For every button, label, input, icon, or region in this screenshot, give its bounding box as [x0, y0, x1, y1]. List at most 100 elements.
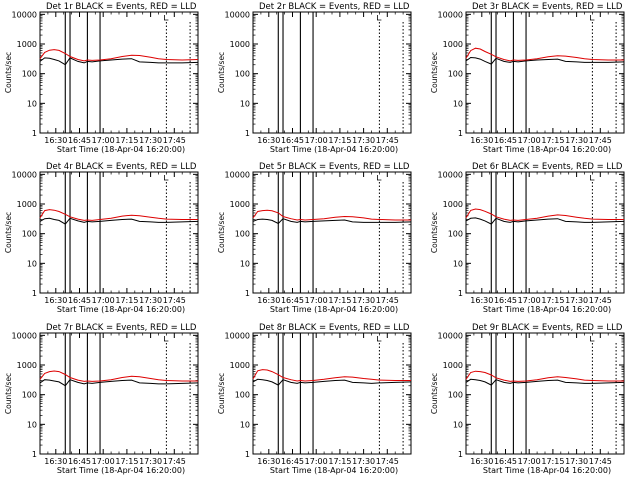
- panel-frame: [465, 171, 625, 294]
- y-tick-label: 10: [240, 99, 250, 108]
- y-tick-label: 10000: [438, 331, 463, 340]
- detector-panel-3: Det 3r BLACK = Events, RED = LLD 1 10 100 10…: [430, 2, 625, 154]
- x-axis-label: Start Time (18-Apr-04 16:20:00): [57, 145, 185, 154]
- top-bracket-mark: [164, 15, 169, 21]
- panel-title: Det 9r BLACK = Events, RED = LLD: [472, 323, 623, 333]
- y-tick-label: 100: [448, 230, 463, 239]
- y-tick-label: 10: [27, 420, 37, 429]
- y-tick-label: 1: [458, 289, 463, 298]
- x-axis-label: Start Time (18-Apr-04 16:20:00): [483, 145, 611, 154]
- lld-series-line: [252, 369, 411, 382]
- x-tick-label: 17:00: [305, 136, 328, 145]
- panel-frame: [252, 332, 412, 455]
- x-tick-label: 17:15: [115, 136, 138, 145]
- top-bracket-mark: [164, 336, 169, 342]
- panel-title: Det 6r BLACK = Events, RED = LLD: [472, 162, 623, 172]
- y-tick-label: 1000: [230, 40, 250, 49]
- x-tick-label: 16:45: [281, 296, 304, 305]
- panel-frame: [465, 11, 625, 134]
- x-tick-label: 16:30: [470, 296, 493, 305]
- x-tick-label: 17:45: [376, 136, 399, 145]
- top-bracket-mark: [377, 336, 382, 342]
- events-series-line: [252, 218, 412, 225]
- x-axis-label: Start Time (18-Apr-04 16:20:00): [57, 305, 185, 314]
- x-tick-label: 17:30: [565, 136, 588, 145]
- x-tick-label: 17:00: [305, 296, 328, 305]
- x-tick-label: 16:30: [44, 457, 67, 466]
- x-tick-label: 16:30: [257, 136, 280, 145]
- x-tick-label: 17:15: [541, 136, 564, 145]
- y-tick-label: 100: [22, 391, 37, 400]
- y-tick-label: 10: [453, 420, 463, 429]
- y-axis-label: Counts/sec: [4, 373, 13, 414]
- lld-series-line: [39, 49, 199, 62]
- y-tick-label: 100: [22, 70, 37, 79]
- y-axis-label: Counts/sec: [430, 373, 439, 414]
- x-tick-label: 16:30: [44, 296, 67, 305]
- x-tick-label: 17:00: [92, 136, 115, 145]
- y-tick-label: 10000: [225, 331, 250, 340]
- x-tick-label: 16:30: [257, 296, 280, 305]
- y-tick-label: 1000: [230, 361, 250, 370]
- x-tick-label: 17:30: [139, 457, 162, 466]
- x-tick-label: 17:00: [518, 296, 541, 305]
- x-tick-label: 17:30: [352, 136, 375, 145]
- x-tick-label: 16:30: [257, 457, 280, 466]
- y-tick-label: 10: [27, 259, 37, 268]
- y-tick-label: 1: [32, 129, 37, 138]
- x-tick-label: 17:15: [115, 457, 138, 466]
- x-tick-label: 17:30: [565, 457, 588, 466]
- x-tick-label: 17:00: [305, 457, 328, 466]
- y-axis-label: Counts/sec: [430, 52, 439, 93]
- panel-title: Det 4r BLACK = Events, RED = LLD: [46, 162, 197, 172]
- y-tick-label: 10: [453, 99, 463, 108]
- x-axis-label: Start Time (18-Apr-04 16:20:00): [270, 145, 398, 154]
- panel-frame: [252, 11, 412, 134]
- y-tick-label: 1000: [230, 200, 250, 209]
- y-tick-label: 10000: [225, 10, 250, 19]
- y-tick-label: 10: [453, 259, 463, 268]
- x-tick-label: 17:45: [163, 457, 186, 466]
- panel-frame: [39, 332, 199, 455]
- y-tick-label: 1000: [17, 361, 37, 370]
- panel-title: Det 3r BLACK = Events, RED = LLD: [472, 2, 623, 12]
- y-tick-label: 10: [240, 259, 250, 268]
- y-tick-label: 1000: [443, 40, 463, 49]
- panel-frame: [39, 171, 199, 294]
- events-series-line: [39, 217, 199, 225]
- detector-panel-8: Det 8r BLACK = Events, RED = LLD 1 10 100 10…: [217, 323, 412, 475]
- events-series-line: [39, 57, 199, 66]
- x-tick-label: 17:00: [92, 457, 115, 466]
- x-tick-label: 16:45: [68, 457, 91, 466]
- y-tick-label: 1: [245, 289, 250, 298]
- events-series-line: [39, 379, 199, 387]
- y-axis-label: Counts/sec: [217, 212, 226, 253]
- x-tick-label: 16:45: [494, 296, 517, 305]
- y-tick-label: 1: [458, 450, 463, 459]
- x-tick-label: 16:45: [281, 136, 304, 145]
- x-tick-label: 17:00: [92, 296, 115, 305]
- y-tick-label: 1000: [443, 200, 463, 209]
- x-tick-label: 17:30: [139, 296, 162, 305]
- lld-series-line: [252, 209, 411, 221]
- y-tick-label: 100: [235, 391, 250, 400]
- x-tick-label: 16:45: [68, 296, 91, 305]
- panel-frame: [465, 332, 625, 455]
- x-tick-label: 17:15: [541, 457, 564, 466]
- detector-panel-1: Det 1r BLACK = Events, RED = LLD 1 10 100 10…: [4, 2, 199, 154]
- y-tick-label: 10000: [12, 10, 37, 19]
- x-tick-label: 17:00: [518, 457, 541, 466]
- lld-series-line: [39, 370, 198, 382]
- detector-panel-9: Det 9r BLACK = Events, RED = LLD 1 10 100 10…: [430, 323, 625, 475]
- x-tick-label: 17:45: [589, 296, 612, 305]
- x-tick-label: 17:15: [328, 457, 351, 466]
- y-tick-label: 100: [448, 70, 463, 79]
- detector-panel-2: Det 2r BLACK = Events, RED = LLD 1 10 100 10…: [217, 2, 412, 154]
- y-tick-label: 1: [458, 129, 463, 138]
- y-tick-label: 1: [245, 129, 250, 138]
- y-tick-label: 10000: [12, 170, 37, 179]
- y-tick-label: 100: [448, 391, 463, 400]
- y-tick-label: 10000: [225, 170, 250, 179]
- events-series-line: [252, 378, 412, 386]
- x-tick-label: 17:15: [328, 296, 351, 305]
